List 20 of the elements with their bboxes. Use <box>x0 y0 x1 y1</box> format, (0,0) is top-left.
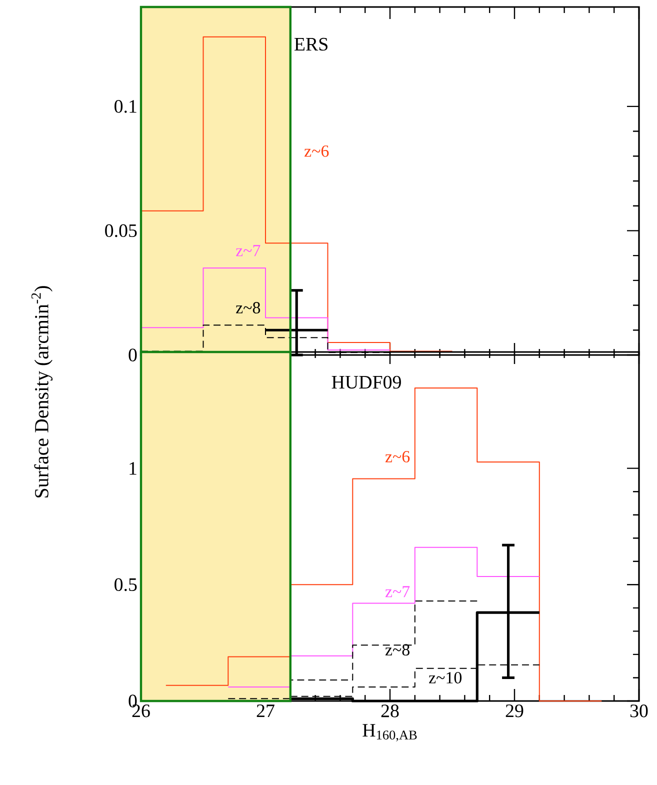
text: ERS <box>294 38 328 51</box>
series-label: z~8 <box>385 644 410 656</box>
x-tick-label: 28 <box>381 704 399 718</box>
x-tick-label: 29 <box>506 704 524 718</box>
y-tick-label: 1 <box>130 462 136 475</box>
y-tick-label: 0.1 <box>114 100 136 113</box>
series-label: z~10 <box>429 672 462 684</box>
text: HUDF09 <box>332 376 401 389</box>
x-tick-label: 27 <box>256 704 274 718</box>
series-label: z~8 <box>236 302 260 314</box>
x-axis-title: H$_{160,AB}$ <box>362 724 417 742</box>
series-label: z~6 <box>385 450 410 462</box>
text: z~6 <box>304 145 329 157</box>
y-axis-title: Surface Density (arcmin$^{-2}$) <box>31 286 53 498</box>
y-tick-label: 0.05 <box>105 224 137 238</box>
y-tick-label: 0.5 <box>114 578 137 592</box>
y-tick-label: 0 <box>128 348 137 362</box>
series-label: z~7 <box>385 586 410 598</box>
series-label: z~7 <box>236 245 260 256</box>
x-tick-label: 30 <box>630 704 648 718</box>
